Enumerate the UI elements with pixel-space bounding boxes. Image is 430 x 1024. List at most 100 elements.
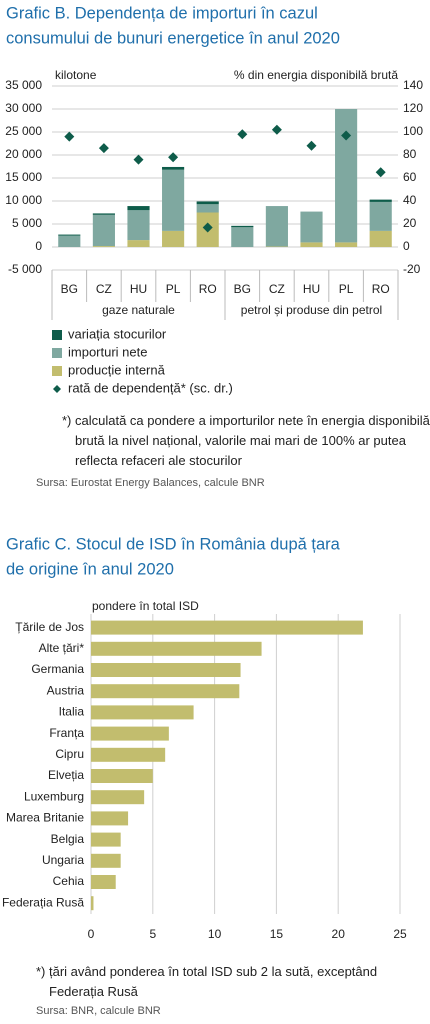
bar: [91, 896, 94, 911]
bar-segment: [196, 204, 219, 213]
y-tick-label: -5 000: [8, 262, 42, 276]
bar-segment: [92, 214, 115, 247]
y-tick-label: Austria: [47, 683, 85, 697]
bar: [91, 875, 116, 889]
bar-segment: [58, 234, 81, 236]
bar-segment: [127, 210, 150, 241]
bar-segment: [369, 199, 392, 202]
y-tick-label: Italia: [59, 705, 85, 719]
bar-segment: [58, 235, 81, 247]
subtitle: pondere în total ISD: [92, 599, 199, 613]
y2-axis-label: % din energia disponibilă brută: [234, 68, 398, 82]
bar: [91, 620, 363, 635]
marker: [168, 152, 179, 163]
marker: [133, 154, 144, 165]
note: *) țări având ponderea în total ISD sub …: [36, 964, 378, 999]
y-tick-label: Germania: [31, 662, 84, 676]
x-tick-label: PL: [339, 282, 354, 296]
y-tick-label: Cehia: [53, 874, 85, 888]
bar-segment: [231, 227, 254, 247]
y-tick-label: 25 000: [5, 124, 42, 138]
legend-marker: [52, 366, 62, 376]
legend-label: producție internă: [68, 362, 166, 377]
bar-segment: [162, 230, 185, 247]
group-label: petrol și produse din petrol: [241, 303, 382, 317]
marker: [237, 129, 248, 140]
y-tick-label: Țările de Jos: [15, 620, 84, 634]
marker: [375, 167, 386, 178]
legend-marker: [52, 348, 62, 358]
y-tick-label: 5 000: [12, 216, 42, 230]
y-tick-label: Federația Rusă: [2, 895, 84, 909]
y-tick-label: Elveția: [48, 768, 84, 782]
marker: [271, 124, 282, 135]
bar-segment: [92, 213, 115, 215]
x-tick-label: 0: [88, 927, 95, 941]
y2-tick-label: -20: [403, 262, 421, 276]
bar-segment: [196, 201, 219, 205]
bar: [91, 684, 240, 699]
x-tick-label: HU: [303, 282, 320, 296]
y-tick-label: 15 000: [5, 170, 42, 184]
y2-tick-label: 60: [403, 170, 417, 184]
x-tick-label: HU: [130, 282, 147, 296]
marker: [306, 140, 317, 151]
legend-marker: [53, 385, 61, 393]
bar: [91, 641, 262, 656]
x-tick-label: 25: [393, 927, 407, 941]
bar-segment: [335, 242, 358, 247]
y-tick-label: Luxemburg: [24, 789, 84, 803]
y2-tick-label: 80: [403, 147, 417, 161]
source: Sursa: BNR, calcule BNR: [36, 1005, 161, 1017]
bar-segment: [300, 211, 323, 243]
chart-title: Grafic B. Dependența de importuri în caz…: [6, 4, 318, 22]
bar-segment: [300, 242, 323, 247]
y2-tick-label: 140: [403, 78, 423, 92]
bar: [91, 790, 145, 805]
y2-tick-label: 0: [403, 239, 410, 253]
legend-marker: [52, 330, 62, 340]
y2-tick-label: 20: [403, 216, 417, 230]
chart-title: de origine în anul 2020: [6, 560, 174, 578]
y2-tick-label: 40: [403, 193, 417, 207]
group-label: gaze naturale: [102, 303, 175, 317]
chart-title: consumului de bunuri energetice în anul …: [6, 29, 340, 47]
y-tick-label: Ungaria: [42, 853, 84, 867]
x-tick-label: RO: [372, 282, 390, 296]
y2-tick-label: 100: [403, 124, 423, 138]
bar: [91, 769, 153, 783]
bar: [91, 747, 166, 762]
bar-segment: [369, 230, 392, 247]
bar-segment: [92, 246, 115, 247]
source: Sursa: Eurostat Energy Balances, calcule…: [36, 477, 265, 489]
marker: [64, 131, 75, 142]
y-tick-label: Marea Britanie: [6, 811, 84, 825]
bar: [91, 663, 241, 677]
marker: [341, 130, 352, 141]
x-tick-label: RO: [199, 282, 217, 296]
x-tick-label: BG: [234, 282, 251, 296]
bar-segment: [335, 109, 358, 243]
y-tick-label: 20 000: [5, 147, 42, 161]
y-tick-label: Franța: [49, 726, 84, 740]
chart-title: Grafic C. Stocul de ISD în România după …: [6, 535, 341, 553]
x-tick-label: 20: [332, 927, 346, 941]
y-tick-label: Alte țări*: [39, 641, 85, 655]
bar-segment: [162, 166, 185, 170]
x-tick-label: 10: [208, 927, 222, 941]
bar-segment: [369, 201, 392, 231]
y-tick-label: 0: [35, 239, 42, 253]
y2-tick-label: 120: [403, 101, 423, 115]
legend-label: rată de dependență* (sc. dr.): [68, 380, 233, 395]
x-tick-label: BG: [61, 282, 78, 296]
note: *) calculată ca pondere a importurilor n…: [62, 413, 430, 468]
x-tick-label: 15: [270, 927, 284, 941]
y-axis-label: kilotone: [55, 68, 97, 82]
bar: [91, 705, 194, 720]
bar-segment: [231, 225, 254, 228]
legend-label: variația stocurilor: [68, 326, 167, 341]
bar: [91, 853, 121, 868]
y-tick-label: 30 000: [5, 101, 42, 115]
